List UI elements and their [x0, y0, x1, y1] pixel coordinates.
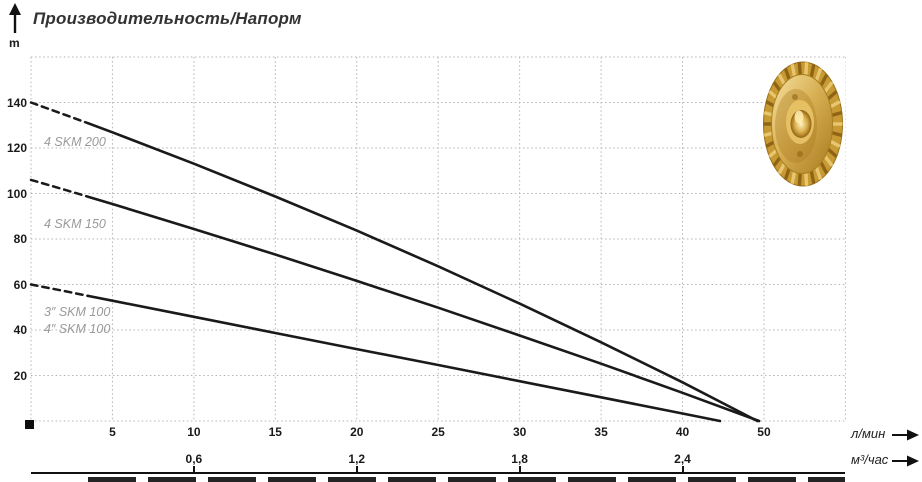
curve-label-4skm150: 4 SKM 150	[44, 217, 106, 231]
y-tick-label-120: 120	[6, 141, 27, 155]
m3h-right-arrow-icon	[891, 454, 919, 472]
x-tick-label-30: 30	[512, 425, 527, 439]
y-axis-unit-label: m	[9, 36, 20, 50]
m3h-axis-line	[31, 472, 845, 474]
pump-curve-dashed-4-skm-200	[29, 101, 90, 125]
origin-marker	[25, 420, 34, 429]
y-tick-label-20: 20	[13, 368, 27, 383]
y-tick-label-40: 40	[13, 323, 27, 337]
x-axis-unit-m3h: м³/час	[851, 452, 889, 467]
y-tick-label-80: 80	[13, 232, 27, 246]
x-tick-label-20: 20	[350, 425, 364, 439]
x-tick-label-40: 40	[675, 425, 690, 439]
curve-label-4skm100: 4″ SKM 100	[44, 322, 111, 336]
m3h-tickmark	[518, 466, 521, 472]
chart-title: Производительность/Напорм	[33, 9, 302, 28]
curve-label-3skm100: 3″ SKM 100	[44, 305, 111, 319]
y-tick-label-140: 140	[6, 95, 27, 110]
m3h-tick-label-0,6: 0,6	[185, 452, 203, 466]
m3h-tickmark	[681, 466, 684, 472]
cropped-bottom-rule	[88, 477, 845, 482]
m3h-tick-label-1,2: 1,2	[348, 452, 366, 466]
m3h-tickmark	[192, 466, 195, 472]
x-tick-label-10: 10	[187, 425, 201, 439]
m3h-tick-label-1,8: 1,8	[511, 452, 528, 466]
pump-curve-dashed-skm-100	[29, 283, 90, 298]
curve-label-4skm200: 4 SKM 200	[44, 135, 106, 149]
pump-curve-4-skm-200	[86, 121, 759, 423]
m3h-tick-label-2,4: 2,4	[674, 452, 691, 466]
x-tick-label-50: 50	[757, 425, 771, 439]
x-tick-label-5: 5	[109, 425, 116, 439]
x-axis-unit-lmin: л/мин	[851, 426, 886, 441]
m3h-tickmark	[355, 466, 358, 472]
pump-curve-4-skm-150	[86, 195, 761, 423]
lmin-right-arrow-icon	[891, 428, 919, 446]
x-tick-label-25: 25	[431, 425, 445, 439]
y-tick-label-60: 60	[13, 277, 27, 292]
pump-curve-dashed-4-skm-150	[29, 178, 90, 198]
impeller-photo	[763, 61, 843, 187]
x-tick-label-15: 15	[268, 425, 282, 439]
pump-curve-skm-100	[86, 294, 722, 423]
y-axis-up-arrow-icon	[6, 2, 24, 41]
x-tick-label-35: 35	[594, 425, 608, 439]
y-tick-label-100: 100	[6, 186, 27, 201]
